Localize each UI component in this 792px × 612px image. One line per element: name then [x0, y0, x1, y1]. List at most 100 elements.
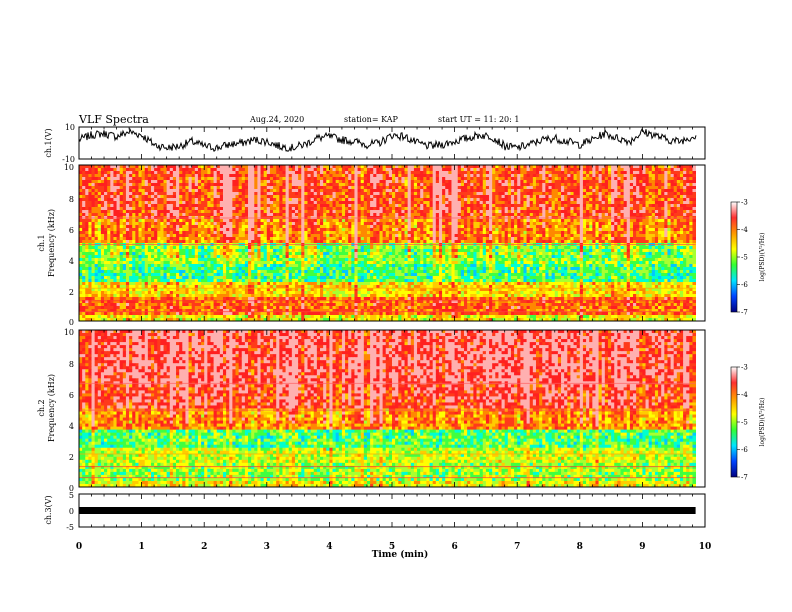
spectrogram-cell: [116, 234, 121, 238]
spectrogram-cell: [222, 183, 227, 187]
spectrogram-cell: [482, 165, 487, 169]
spectrogram-cell: [463, 225, 468, 229]
spectrogram-cell: [510, 210, 515, 214]
spectrogram-cell: [626, 198, 631, 202]
spectrogram-cell: [260, 234, 265, 238]
spectrogram-cell: [244, 192, 249, 196]
spectrogram-cell: [514, 228, 518, 232]
spectrogram-cell: [570, 168, 574, 172]
spectrogram-cell: [420, 201, 424, 205]
spectrogram-cell: [157, 189, 161, 193]
spectrogram-cell: [432, 189, 437, 193]
spectrogram-cell: [320, 225, 324, 229]
spectrogram-cell: [420, 204, 424, 208]
spectrogram-cell: [150, 186, 155, 190]
spectrogram-cell: [460, 180, 465, 184]
spectrogram-cell: [432, 231, 437, 235]
spectrogram-cell: [329, 225, 333, 229]
spectrogram-cell: [222, 189, 227, 193]
spectrogram-cell: [238, 204, 243, 208]
spectrogram-cell: [282, 234, 286, 238]
spectrogram-cell: [323, 225, 327, 229]
spectrogram-cell: [154, 180, 158, 184]
spectrogram-cell: [366, 198, 371, 202]
spectrogram-cell: [532, 204, 537, 208]
spectrogram-cell: [166, 198, 171, 202]
spectrogram-cell: [285, 186, 290, 190]
spectrogram-cell: [670, 195, 675, 199]
spectrogram-cell: [335, 231, 340, 235]
spectrogram-cell: [273, 213, 277, 217]
spectrogram-cell: [407, 204, 412, 208]
spectrogram-cell: [110, 213, 114, 217]
spectrogram-cell: [658, 195, 662, 199]
spectrogram-cell: [664, 177, 668, 181]
spectrogram-cell: [692, 171, 697, 175]
spectrogram-cell: [385, 186, 390, 190]
spectrogram-cell: [670, 183, 675, 187]
spectrogram-cell: [269, 168, 274, 172]
spectrogram-cell: [269, 234, 274, 238]
spectrogram-cell: [626, 177, 631, 181]
spectrogram-cell: [213, 174, 218, 178]
spectrogram-cell: [510, 231, 515, 235]
spectrogram-cell: [582, 204, 587, 208]
spectrogram-cell: [648, 201, 653, 205]
spectrogram-cell: [676, 234, 681, 238]
spectrogram-cell: [157, 234, 161, 238]
spectrogram-cell: [457, 171, 462, 175]
spectrogram-cell: [492, 207, 496, 211]
spectrogram-cell: [313, 231, 318, 235]
spectrogram-cell: [345, 165, 349, 169]
spectrogram-cell: [213, 180, 218, 184]
spectrogram-cell: [97, 174, 102, 178]
header-station: station= KAP: [344, 115, 399, 124]
spectrogram-cell: [495, 198, 499, 202]
spectrogram-cell: [354, 231, 358, 235]
spectrogram-cell: [614, 228, 618, 232]
spectrogram-cell: [410, 180, 415, 184]
spectrogram-cell: [442, 195, 446, 199]
spectrogram-cell: [626, 195, 631, 199]
spectrogram-cell: [188, 195, 193, 199]
spectrogram-cell: [166, 189, 171, 193]
spectrogram-cell: [423, 225, 427, 229]
header-start-time: start UT = 11: 20: 1: [438, 115, 519, 124]
spectrogram-cell: [495, 237, 499, 241]
spectrogram-cell: [620, 225, 625, 229]
spectrogram-cell: [219, 228, 224, 232]
spectrogram-cell: [579, 228, 584, 232]
spectrogram-cell: [683, 180, 687, 184]
spectrogram-cell: [451, 201, 455, 205]
spectrogram-cell: [413, 192, 418, 196]
spectrogram-cell: [329, 183, 333, 187]
spectrogram-cell: [438, 201, 443, 205]
spectrogram-cell: [119, 195, 124, 199]
spectrogram-cell: [432, 207, 437, 211]
spectrogram-cell: [526, 177, 531, 181]
spectrogram-cell: [370, 174, 374, 178]
spectrogram-cell: [323, 219, 327, 223]
spectrogram-cell: [338, 195, 343, 199]
spectrogram-cell: [692, 201, 697, 205]
spectrogram-cell: [586, 171, 590, 175]
spectrogram-cell: [642, 231, 646, 235]
spectrogram-cell: [326, 222, 330, 226]
spectrogram-cell: [532, 237, 537, 241]
spectrogram-cell: [188, 186, 193, 190]
spectrogram-cell: [432, 171, 437, 175]
spectrogram-cell: [567, 195, 571, 199]
spectrogram-cell: [254, 213, 258, 217]
spectrogram-cell: [213, 210, 218, 214]
spectrogram-cell: [689, 192, 693, 196]
spectrogram-cell: [392, 174, 396, 178]
spectrogram-cell: [110, 234, 114, 238]
spectrogram-cell: [125, 198, 130, 202]
spectrogram-cell: [526, 210, 531, 214]
spectrogram-cell: [229, 192, 233, 196]
spectrogram-cell: [100, 228, 105, 232]
spectrogram-cell: [179, 234, 183, 238]
spectrogram-cell: [514, 195, 518, 199]
spectrogram-cell: [366, 225, 371, 229]
spectrogram-cell: [135, 189, 139, 193]
